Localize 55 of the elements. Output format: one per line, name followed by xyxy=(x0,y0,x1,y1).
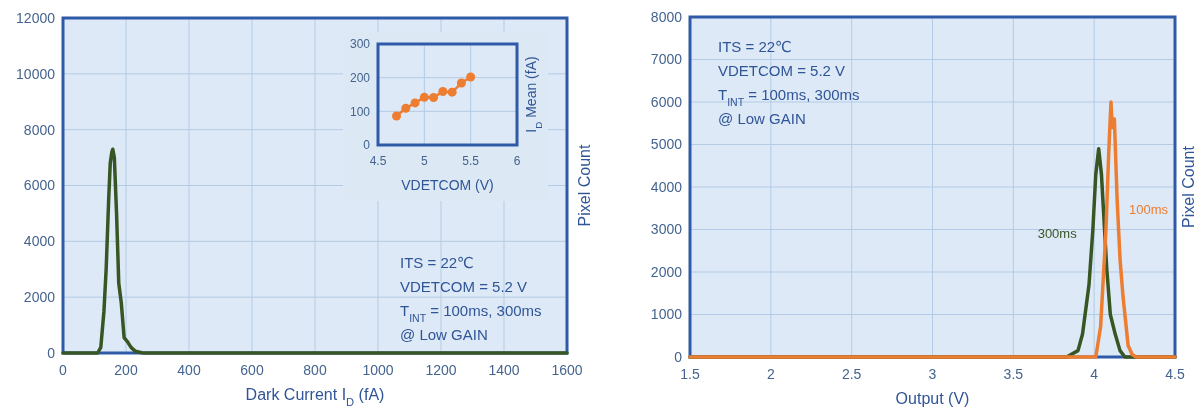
y-tick-label: 2000 xyxy=(23,289,56,306)
y-tick-label: 8000 xyxy=(23,121,56,138)
x-tick-label: 200 xyxy=(114,362,138,378)
y-tick-label: 3000 xyxy=(650,221,683,238)
y-tick-label: 300 xyxy=(349,37,371,52)
x-tick-label: 5.5 xyxy=(462,154,480,168)
y-tick-label: 5000 xyxy=(650,136,683,153)
series-label: 100ms xyxy=(1128,202,1169,218)
y-tick-label: 1000 xyxy=(650,306,683,323)
x-tick-label: 4.5 xyxy=(369,154,387,168)
y-axis-title: Pixel Count xyxy=(1180,145,1197,228)
annotation: @ Low GAIN xyxy=(400,326,488,343)
x-tick-label: 800 xyxy=(303,362,327,378)
annotation: @ Low GAIN xyxy=(718,110,806,127)
y-tick-label: 7000 xyxy=(650,51,683,68)
y-tick-label: 2000 xyxy=(650,263,683,280)
annotation: ITS = 22℃ xyxy=(718,38,792,55)
y-axis-title: Pixel Count xyxy=(576,144,593,227)
annotation: VDETCOM = 5.2 V xyxy=(400,278,528,295)
y-tick-label: 6000 xyxy=(650,93,683,110)
x-tick-label: 400 xyxy=(177,362,201,378)
y-tick-label: 0 xyxy=(674,348,683,365)
x-tick-label: 2 xyxy=(766,366,775,382)
x-axis-title: Output (V) xyxy=(895,390,970,407)
x-tick-label: 3 xyxy=(928,366,937,382)
annotation: ITS = 22℃ xyxy=(400,254,474,271)
annotation: T$_{INT}$ = 100ms, 300ms xyxy=(718,86,860,108)
annotation: VDETCOM = 5.2 V xyxy=(718,62,846,79)
x-tick-label: 6 xyxy=(513,154,521,168)
x-tick-label: 600 xyxy=(240,362,264,378)
x-tick-label: 1.5 xyxy=(680,366,700,382)
x-tick-label: 1400 xyxy=(488,362,520,378)
x-tick-label: 4 xyxy=(1090,366,1099,382)
x-tick-label: 1200 xyxy=(425,362,457,378)
y-tick-label: 0 xyxy=(47,344,56,361)
y-tick-label: 10000 xyxy=(16,65,56,82)
y-tick-label: 4000 xyxy=(23,233,56,250)
y-tick-label: 4000 xyxy=(650,178,683,195)
annotation: T$_{INT}$ = 100ms, 300ms xyxy=(400,302,542,324)
x-tick-label: 4.5 xyxy=(1165,366,1185,382)
x-tick-label: 0 xyxy=(59,362,68,378)
y-tick-label: 6000 xyxy=(23,177,56,194)
x-tick-label: 5 xyxy=(420,154,428,168)
x-tick-label: 2.5 xyxy=(841,366,862,382)
x-axis-title: VDETCOM (V) xyxy=(401,177,494,193)
y-tick-label: 200 xyxy=(349,70,371,85)
series-label: 300ms xyxy=(1037,226,1078,242)
x-tick-label: 3.5 xyxy=(1003,366,1024,382)
x-tick-label: 1000 xyxy=(362,362,394,378)
x-axis-title: Dark Current I$_{D}$ (fA) xyxy=(245,386,385,408)
y-tick-label: 8000 xyxy=(650,8,683,25)
y-tick-label: 100 xyxy=(349,104,371,119)
y-tick-label: 0 xyxy=(363,138,371,153)
x-tick-label: 1600 xyxy=(551,362,583,378)
y-tick-label: 12000 xyxy=(16,9,56,26)
